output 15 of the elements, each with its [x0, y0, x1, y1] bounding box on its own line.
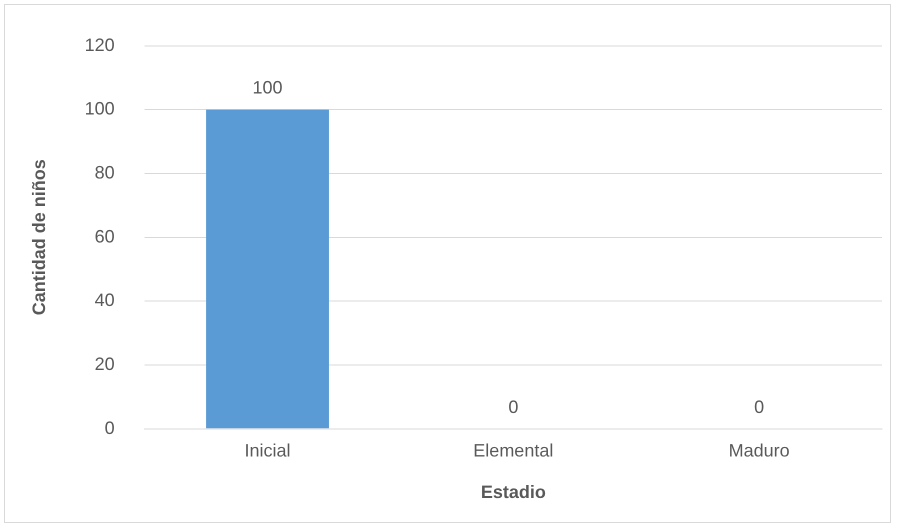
y-tick-label: 0 — [104, 418, 115, 438]
data-label: 0 — [508, 396, 518, 417]
y-tick-label: 120 — [84, 34, 115, 55]
x-axis-title: Estadio — [480, 482, 546, 502]
y-tick-label: 100 — [84, 98, 115, 119]
x-tick-label: Maduro — [728, 440, 790, 461]
data-label: 100 — [252, 78, 283, 98]
y-tick-label: 20 — [94, 354, 115, 374]
x-tick-label: Inicial — [244, 440, 291, 461]
y-tick-label: 60 — [94, 226, 115, 246]
y-tick-label: 40 — [94, 290, 115, 310]
data-label: 0 — [754, 396, 764, 417]
y-axis-title: Cantidad de niños — [28, 159, 49, 316]
y-tick-label: 80 — [94, 162, 115, 182]
x-tick-label: Elemental — [473, 440, 554, 461]
